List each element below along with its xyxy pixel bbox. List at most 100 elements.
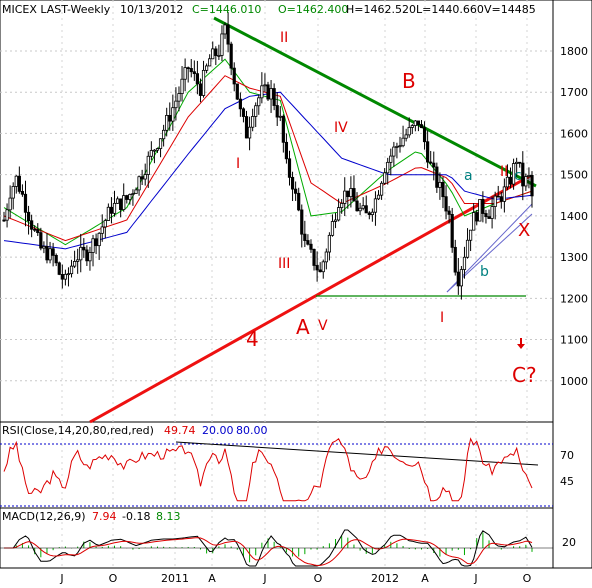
- candle-body: [149, 150, 153, 157]
- candle-body: [30, 220, 34, 230]
- candle-body: [183, 67, 187, 80]
- date-label: 10/13/2012: [120, 3, 183, 16]
- candle-body: [364, 205, 368, 214]
- candle-body: [361, 205, 365, 209]
- candle-body: [290, 176, 295, 190]
- price-tick-label: 1800: [560, 45, 588, 58]
- candle-body: [106, 206, 110, 221]
- candle-body: [284, 141, 289, 160]
- price-tick-label: 1000: [560, 375, 588, 388]
- candle-body: [487, 216, 491, 219]
- candle-body: [60, 274, 64, 280]
- annotation-wave-iv: IV: [334, 120, 348, 136]
- candle-body: [198, 83, 203, 96]
- candle-body: [303, 233, 307, 241]
- price-tick-label: 1100: [560, 334, 588, 347]
- candle-body: [23, 193, 28, 213]
- candle-body: [257, 97, 261, 107]
- candle-body: [66, 273, 71, 276]
- candle-body: [524, 176, 528, 187]
- candle-body: [438, 181, 442, 188]
- candle-body: [247, 126, 252, 139]
- candle-body: [195, 73, 199, 85]
- candle-body: [309, 243, 313, 250]
- price-tick-label: 1400: [560, 210, 588, 223]
- candle-body: [459, 269, 463, 287]
- candle-body: [238, 98, 242, 110]
- x-tick-label: J: [262, 572, 266, 585]
- candle-body: [189, 68, 193, 73]
- candle-body: [401, 137, 405, 147]
- x-tick-label: 2012: [371, 572, 399, 585]
- candle-body: [211, 48, 215, 60]
- candle-body: [419, 124, 424, 129]
- candle-body: [260, 85, 264, 99]
- price-tick-label: 1300: [560, 251, 588, 264]
- candle-body: [214, 48, 218, 56]
- annotation-wave-i-second: I: [440, 310, 444, 326]
- candle-body: [33, 228, 37, 231]
- candle-body: [112, 202, 117, 214]
- rsi-tick-70: 70: [560, 449, 574, 462]
- candle-body: [88, 252, 92, 262]
- rsi-trendline: [175, 441, 539, 466]
- candle-body: [146, 155, 150, 175]
- candle-body: [39, 232, 43, 249]
- macd-signal-line: [4, 537, 533, 567]
- candle-body: [152, 149, 157, 152]
- candle-body: [472, 212, 476, 231]
- rsi-high-level: 80.00: [236, 424, 268, 437]
- annotation-wave-iii: III: [278, 256, 290, 272]
- candle-body: [398, 145, 402, 148]
- candle-body: [82, 246, 86, 251]
- candle-body: [410, 125, 414, 128]
- candle-body: [91, 238, 95, 253]
- candle-body: [162, 129, 166, 140]
- annotation-x: X: [518, 220, 530, 241]
- candle-body: [165, 114, 169, 131]
- price-tick-label: 1500: [560, 169, 588, 182]
- candle-body: [186, 67, 190, 70]
- candle-body: [413, 120, 417, 126]
- candle-body: [158, 138, 163, 149]
- candle-body: [383, 172, 387, 184]
- candle-body: [69, 265, 74, 275]
- candle-body: [343, 190, 347, 204]
- price-candles: [2, 12, 534, 300]
- candle-body: [269, 88, 273, 100]
- candle-body: [502, 186, 506, 202]
- candle-body: [490, 206, 494, 219]
- annotation-wave-ii-second: II: [500, 164, 508, 180]
- candle-body: [287, 158, 292, 178]
- candle-body: [465, 239, 470, 258]
- candle-body: [404, 134, 408, 139]
- annotation-wave-i-first: I: [236, 156, 240, 172]
- macd-value-a: 7.94: [92, 510, 117, 523]
- candle-body: [45, 246, 49, 261]
- candle-body: [51, 248, 55, 256]
- x-tick-label: O: [109, 572, 118, 585]
- candle-body: [168, 114, 172, 122]
- annotation-a: A: [296, 315, 310, 339]
- annotation-wave-v: V: [318, 318, 328, 334]
- candle-body: [450, 213, 454, 248]
- candle-body: [251, 116, 255, 128]
- candle-body: [315, 265, 319, 271]
- candle-body: [521, 162, 525, 187]
- candle-body: [119, 198, 123, 210]
- candle-body: [232, 67, 236, 85]
- candle-body: [109, 206, 114, 214]
- macd-value-b: -0.18: [122, 510, 150, 523]
- candle-body: [484, 213, 488, 218]
- candle-body: [386, 161, 390, 174]
- candle-body: [76, 259, 80, 262]
- candle-body: [337, 207, 341, 221]
- candle-body: [441, 181, 445, 198]
- candle-body: [395, 145, 399, 148]
- macd-tick-20: 20: [562, 536, 576, 549]
- open-label: O=1462.400: [278, 3, 348, 16]
- candle-body: [143, 174, 147, 180]
- candle-body: [330, 221, 335, 236]
- macd-panel: [0, 507, 554, 569]
